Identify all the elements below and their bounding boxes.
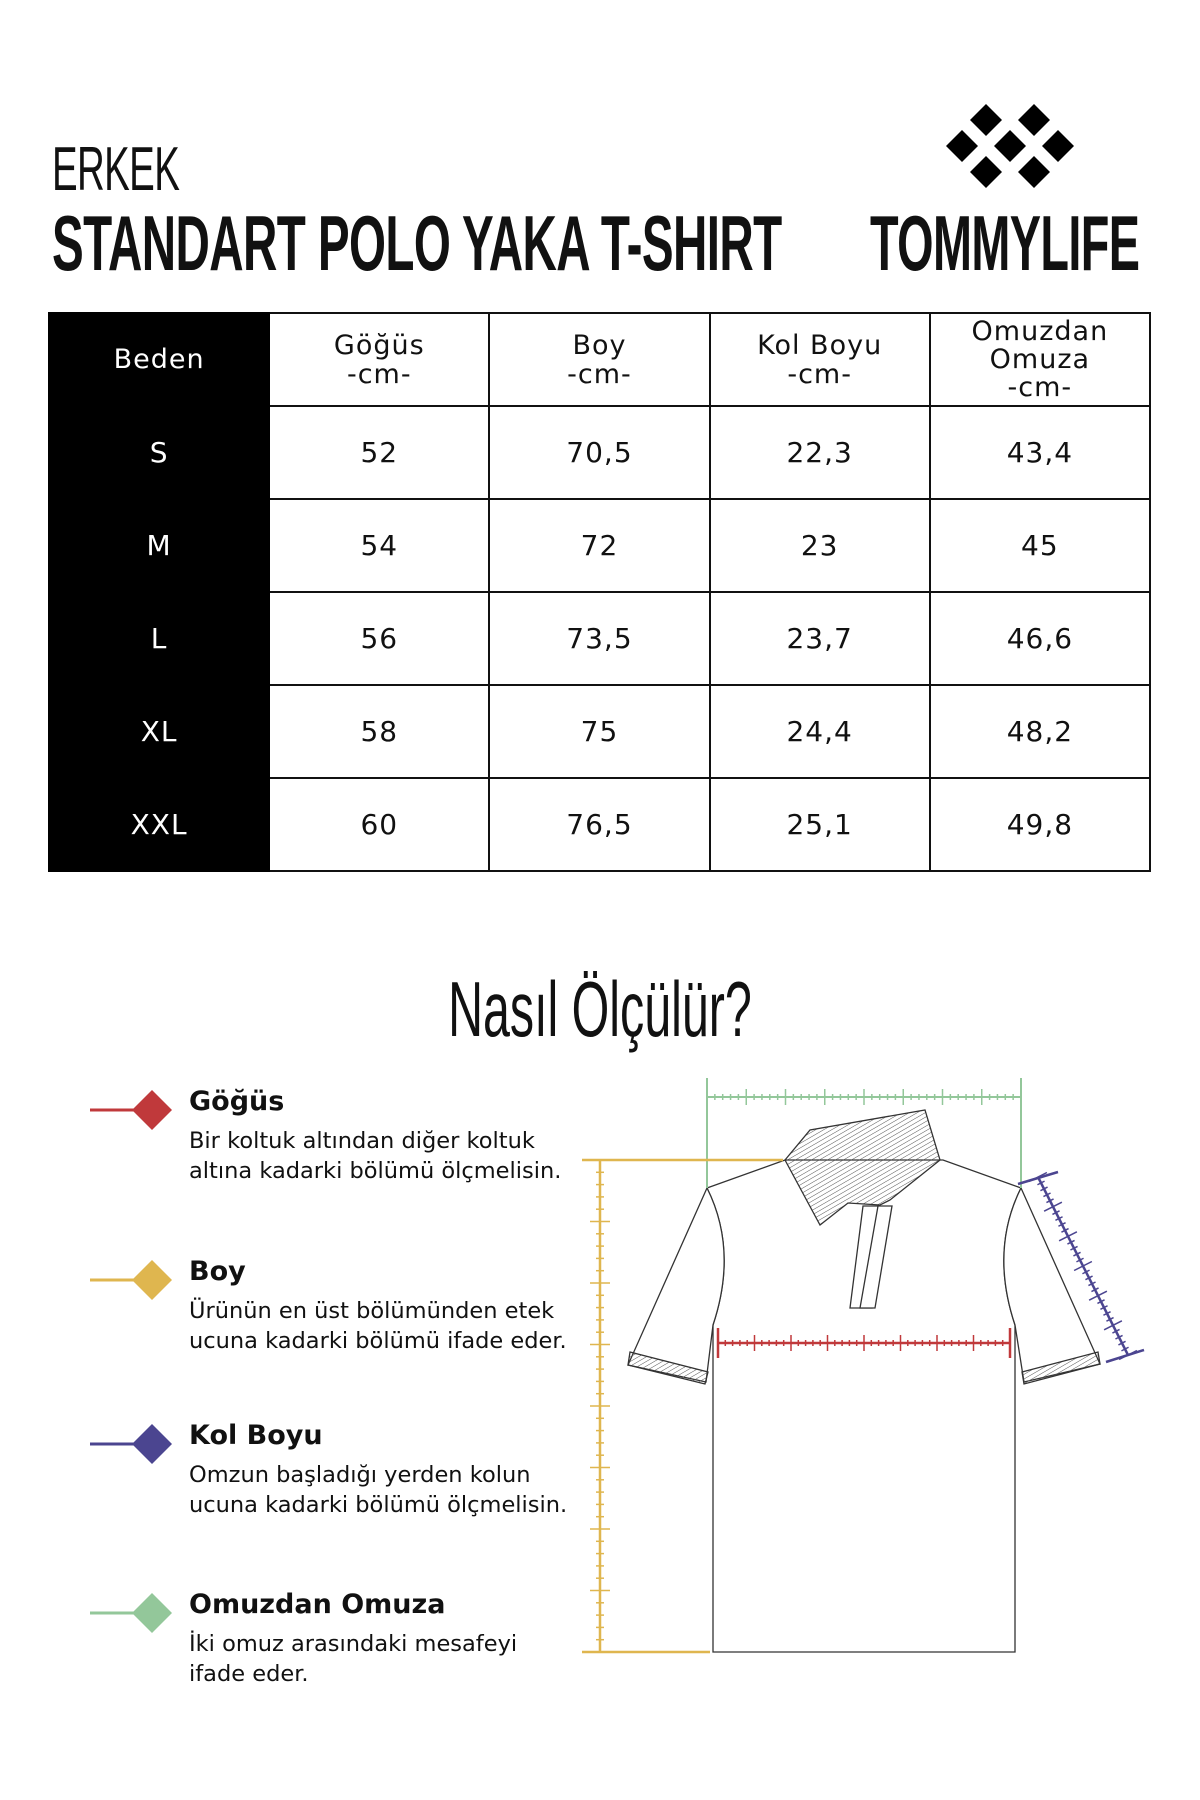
table-row: L 56 73,5 23,7 46,6 (47, 591, 1152, 686)
legend-description: İki omuz arasındaki mesafeyi ifade eder. (189, 1631, 518, 1687)
value-cell: 45 (928, 498, 1152, 593)
header-label: Boy (572, 329, 627, 361)
header-chest: Göğüs -cm- (268, 312, 491, 407)
value-cell: 23 (708, 498, 931, 593)
table-row: M 54 72 23 45 (47, 498, 1152, 593)
value-cell: 25,1 (708, 777, 931, 872)
value-cell: 70,5 (488, 405, 711, 500)
legend-description: Omzun başladığı yerden kolun ucuna kadar… (189, 1462, 568, 1518)
value-cell: 75 (488, 684, 711, 779)
size-cell: L (47, 591, 271, 686)
header-unit: -cm- (787, 358, 852, 390)
ruler-tick (1103, 1310, 1111, 1316)
value-cell: 54 (268, 498, 491, 593)
ruler-tick (1085, 1275, 1093, 1281)
value-cell: 56 (268, 591, 491, 686)
ruler-tick (1052, 1210, 1060, 1216)
value-cell: 43,4 (928, 405, 1152, 500)
ruler-tick (1058, 1221, 1066, 1227)
table-row: XL 58 75 24,4 48,2 (47, 684, 1152, 779)
header-unit: -cm- (346, 358, 412, 390)
value-cell: 58 (268, 684, 491, 779)
ruler-tick (1043, 1201, 1063, 1212)
header-label: Göğüs (333, 329, 425, 361)
size-cell: M (47, 498, 271, 593)
ruler-tick (1037, 1180, 1045, 1186)
ruler-tick (1046, 1198, 1054, 1204)
ruler-tick (1106, 1316, 1114, 1322)
value-cell: 76,5 (488, 777, 711, 872)
ruler-tick (1121, 1346, 1129, 1352)
ruler-tick (1115, 1334, 1123, 1340)
value-cell: 22,3 (708, 405, 931, 500)
header-label: Omuza (989, 343, 1091, 375)
header-label: Beden (113, 344, 205, 375)
shirt-outline (627, 1109, 1101, 1653)
ruler-tick (1082, 1269, 1090, 1275)
legend-title: Boy (189, 1256, 246, 1287)
ruler-tick (1100, 1305, 1108, 1311)
page-title: STANDART POLO YAKA T-SHIRT (52, 199, 782, 287)
size-cell: XXL (47, 777, 271, 872)
ruler-tick (1058, 1231, 1078, 1242)
header-sleeve: Kol Boyu -cm- (708, 312, 931, 407)
header-size: Beden (47, 312, 271, 407)
ruler-tick (1028, 1171, 1048, 1183)
size-cell: S (47, 405, 271, 500)
brand-logo-icon (946, 104, 1074, 188)
ruler-tick (1073, 1260, 1093, 1272)
ruler-tick (1103, 1320, 1123, 1331)
ruler-tick (1088, 1281, 1096, 1287)
value-cell: 48,2 (928, 684, 1152, 779)
section-title: Nasıl Ölçülür? (448, 965, 752, 1053)
ruler-tick (1043, 1192, 1051, 1198)
legend-description: Bir koltuk altından diğer koltuk altına … (189, 1128, 562, 1184)
ruler-tick (1073, 1251, 1081, 1257)
ruler-tick (1070, 1245, 1078, 1251)
ruler-tick (1067, 1239, 1075, 1245)
table-header-row: Beden Göğüs -cm- Boy -cm- Kol Boyu -cm- Omu… (47, 312, 1152, 407)
gender-label: ERKEK (52, 135, 180, 204)
how-to-measure-title: Nasıl Ölçülür? (0, 964, 1200, 1055)
value-cell: 46,6 (928, 591, 1152, 686)
header-unit: -cm- (567, 358, 632, 390)
legend-marker-icon (90, 1424, 172, 1464)
table-row: S 52 70,5 22,3 43,4 (47, 405, 1152, 500)
ruler-tick (1091, 1287, 1099, 1293)
legend-description: Ürünün en üst bölümünden etek ucuna kada… (189, 1298, 567, 1354)
ruler-tick (1097, 1299, 1105, 1305)
ruler-tick (1055, 1216, 1063, 1222)
ruler-tick (1112, 1328, 1120, 1334)
ruler-tick (1088, 1290, 1108, 1301)
value-cell: 49,8 (928, 777, 1152, 872)
table-row: XXL 60 76,5 25,1 49,8 (47, 777, 1152, 872)
legend-title: Göğüs (189, 1086, 285, 1117)
size-table: Beden Göğüs -cm- Boy -cm- Kol Boyu -cm- Omu… (47, 312, 1152, 872)
legend-title: Omuzdan Omuza (189, 1589, 446, 1620)
ruler-tick (1118, 1349, 1138, 1361)
value-cell: 23,7 (708, 591, 931, 686)
legend-marker-icon (90, 1090, 172, 1130)
ruler-tick (1076, 1257, 1084, 1263)
legend-marker-icon (90, 1260, 172, 1300)
header-label: Kol Boyu (757, 329, 883, 361)
value-cell: 24,4 (708, 684, 931, 779)
legend-title: Kol Boyu (189, 1420, 323, 1451)
value-cell: 52 (268, 405, 491, 500)
value-cell: 60 (268, 777, 491, 872)
legend-marker-icon (90, 1593, 172, 1633)
header-label: Omuzdan (971, 315, 1109, 347)
header-unit: -cm- (1007, 371, 1073, 403)
brand-name: TOMMYLIFE (870, 199, 1140, 287)
header-length: Boy -cm- (488, 312, 711, 407)
ruler-tick (1118, 1340, 1126, 1346)
ruler-tick (1040, 1186, 1048, 1192)
header-shoulder: Omuzdan Omuza -cm- (928, 312, 1152, 407)
value-cell: 73,5 (488, 591, 711, 686)
value-cell: 72 (488, 498, 711, 593)
shirt-measurement-diagram (582, 1078, 1145, 1654)
size-cell: XL (47, 684, 271, 779)
ruler-tick (1061, 1227, 1069, 1233)
